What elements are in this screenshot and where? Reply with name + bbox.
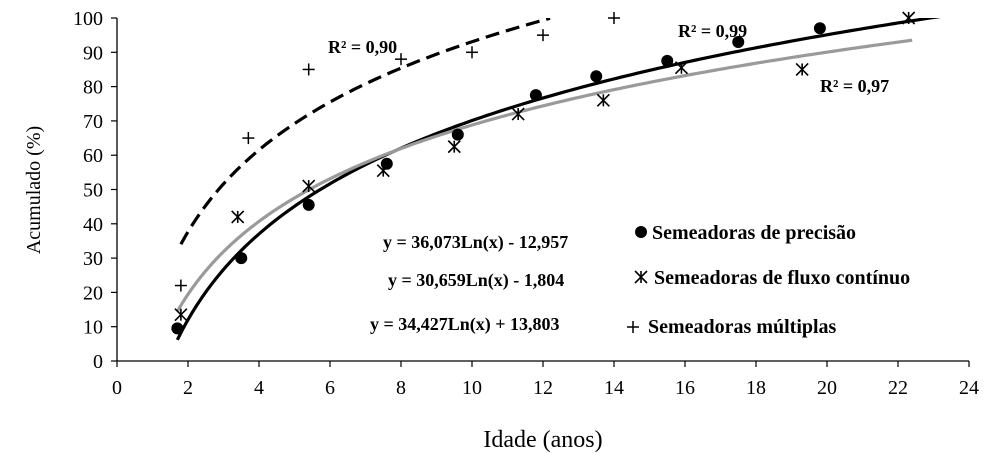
legend-label-multiplas: Semeadoras múltiplas [648,316,837,338]
y-tick-label: 80 [83,77,103,99]
fit-line-precisao [175,18,941,341]
x-tick-label: 2 [183,377,193,399]
y-tick-label: 0 [93,351,103,373]
x-tick-label: 6 [325,377,335,399]
r2-label-precisao: R² = 0,99 [678,21,747,41]
data-point-precisao [813,22,826,35]
x-axis-label: Idade (anos) [483,427,602,453]
y-tick-label: 30 [83,248,103,270]
y-tick-label: 90 [83,42,103,64]
data-point-fluxo [302,179,316,193]
x-tick-label: 14 [604,377,624,399]
y-tick-label: 50 [83,180,103,202]
x-tick-label: 22 [888,377,908,399]
data-point-multiplas [466,46,478,59]
data-point-multiplas [537,29,549,42]
x-tick-label: 24 [959,377,979,399]
x-tick-label: 8 [396,377,406,399]
data-point-multiplas [302,63,315,76]
data-point-precisao [302,198,315,211]
data-point-fluxo [795,62,809,77]
data-point-fluxo [674,61,689,75]
legend-label-precisao: Semeadoras de precisão [652,222,856,244]
data-point-fluxo [447,140,461,154]
x-tick-label: 20 [817,377,837,399]
legend-label-fluxo: Semeadoras de fluxo contínuo [654,267,910,289]
data-point-precisao [171,322,184,335]
data-point-multiplas [242,132,255,145]
data-point-fluxo [231,210,245,224]
data-point-precisao [529,89,542,102]
y-tick-label: 100 [73,8,103,30]
data-point-fluxo [174,308,188,322]
r2-label-multiplas: R² = 0,90 [328,37,397,57]
y-axis-label: Acumulado (%) [23,126,45,254]
y-tick-label: 40 [83,214,103,236]
legend: Semeadoras de precisão Semeadoras de flu… [627,222,910,338]
data-point-multiplas [395,53,407,66]
data-point-fluxo [902,11,916,25]
data-point-multiplas [174,279,187,292]
data-point-precisao [732,36,745,49]
r2-label-fluxo: R² = 0,97 [820,76,889,96]
fit-lines [175,18,941,341]
x-tick-label: 10 [462,377,482,399]
y-tick-label: 20 [83,282,103,304]
y-tick-label: 70 [83,111,103,133]
legend-marker-precisao [635,226,647,238]
x-tick-label: 16 [675,377,695,399]
y-tick-label: 60 [83,145,103,167]
tick-labels: 0 2 4 6 8 10 12 14 16 18 20 22 240102030405060708090… [73,8,979,399]
data-point-precisao [451,128,464,141]
legend-marker-fluxo [634,270,648,284]
data-point-fluxo [376,164,390,178]
y-tick-label: 10 [83,317,103,339]
equation-fluxo: y = 30,659Ln(x) - 1,804 [388,270,564,291]
equation-multiplas: y = 34,427Ln(x) + 13,803 [370,314,560,335]
data-point-fluxo [511,107,525,121]
data-point-precisao [235,252,248,265]
x-tick-label: 18 [746,377,766,399]
data-point-fluxo [596,93,610,107]
fit-line-fluxo [175,38,913,313]
fit-line-multiplas [179,18,551,246]
legend-marker-multiplas [627,321,639,333]
data-point-precisao [661,54,674,67]
x-tick-label: 0 [112,377,122,399]
data-point-multiplas [608,12,620,24]
x-tick-label: 12 [533,377,553,399]
equation-precisao: y = 36,073Ln(x) - 12,957 [383,232,568,253]
data-point-precisao [590,70,603,83]
x-tick-label: 4 [254,377,264,399]
axes [111,17,970,367]
markers [171,11,916,335]
